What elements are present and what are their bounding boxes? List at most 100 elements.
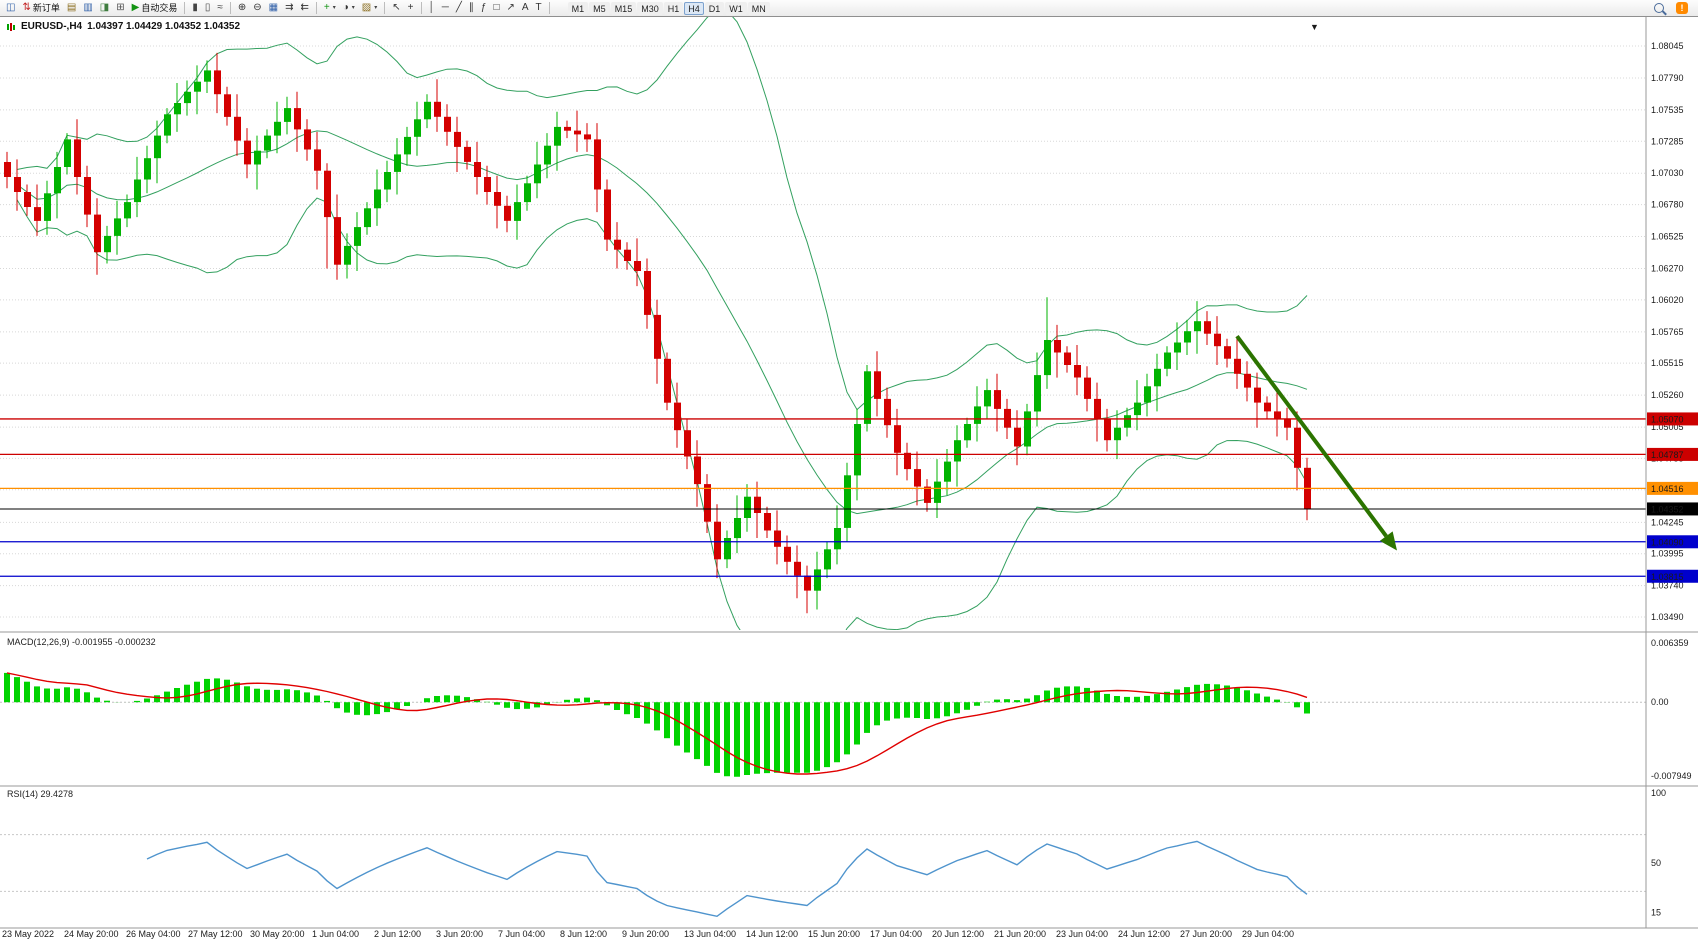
svg-text:1.04090: 1.04090: [1651, 537, 1684, 547]
new-order-button-label: 新订单: [32, 3, 60, 13]
templates-button[interactable]: ▨ ▾: [359, 1, 380, 15]
timeframe-W1[interactable]: W1: [725, 1, 747, 15]
data-window-button[interactable]: ◨: [97, 1, 112, 15]
toolbar-right-group: !: [1651, 1, 1695, 15]
fibonacci-icon: ƒ: [480, 2, 487, 13]
svg-text:1.05005: 1.05005: [1651, 422, 1684, 432]
level-lines[interactable]: [0, 418, 1646, 577]
navigator-button[interactable]: ⊞: [113, 1, 127, 15]
toolbar-separator: [548, 2, 550, 14]
symbol-period-label: EURUSD-,H4: [21, 21, 83, 32]
timeframe-M30[interactable]: M30: [637, 1, 663, 15]
svg-text:15: 15: [1651, 908, 1661, 918]
svg-text:1.03740: 1.03740: [1651, 581, 1684, 591]
text-label-button[interactable]: T: [533, 1, 545, 15]
crosshair-button[interactable]: +: [405, 1, 417, 15]
timeframe-M1[interactable]: M1: [567, 1, 589, 15]
svg-text:24 May 20:00: 24 May 20:00: [64, 929, 119, 939]
trendline-icon: ╱: [455, 2, 462, 13]
autotrade-button[interactable]: ▶ 自动交易: [129, 1, 181, 15]
svg-text:1.03995: 1.03995: [1651, 549, 1684, 559]
arrows-icon: ↗: [506, 2, 515, 13]
toolbar-separator: [315, 2, 317, 14]
svg-text:9 Jun 20:00: 9 Jun 20:00: [622, 929, 669, 939]
zoom-in-button[interactable]: ⊕: [235, 1, 249, 15]
timeframe-MN[interactable]: MN: [747, 1, 770, 15]
svg-text:1.06525: 1.06525: [1651, 232, 1684, 242]
zoom-out-button[interactable]: ⊖: [250, 1, 264, 15]
svg-text:1.07285: 1.07285: [1651, 136, 1684, 146]
vertical-line-icon: │: [428, 2, 435, 13]
shapes-button[interactable]: □: [490, 1, 502, 15]
terminal-icon-button[interactable]: ◫: [3, 1, 18, 15]
svg-text:7 Jun 04:00: 7 Jun 04:00: [498, 929, 545, 939]
cursor-button[interactable]: ↖: [389, 1, 403, 15]
auto-scroll-button[interactable]: ⇉: [282, 1, 296, 15]
navigator-icon: ⊞: [116, 2, 125, 13]
trendline-button[interactable]: ╱: [453, 1, 465, 15]
line-chart-type-button[interactable]: ≈: [214, 1, 226, 15]
chart-shift-marker[interactable]: ▼: [1310, 22, 1319, 32]
svg-text:15 Jun 20:00: 15 Jun 20:00: [808, 929, 860, 939]
macd-label: MACD(12,26,9) -0.001955 -0.000232: [7, 637, 156, 647]
price-axis-labels[interactable]: 1.08045 1.07790 1.07535 1.07285 1.07030 1.067…: [1651, 41, 1684, 622]
timeframe-M5[interactable]: M5: [589, 1, 610, 15]
bar-chart-type-button[interactable]: ▮: [189, 1, 201, 15]
svg-text:3 Jun 20:00: 3 Jun 20:00: [436, 929, 483, 939]
timeframe-toolbar: M1 M5 M15 M30 H1 H4 D1 W1 MN: [567, 1, 770, 15]
price-tags: 1.05070 1.04787 1.04516 1.04352 1.04090 1.038…: [1647, 412, 1698, 583]
market-watch-button[interactable]: ▥: [80, 1, 95, 15]
vertical-line-button[interactable]: │: [426, 1, 438, 15]
chart-shift-icon: ⇇: [300, 2, 309, 13]
shapes-icon: □: [493, 2, 500, 13]
tile-windows-button[interactable]: ▦: [266, 1, 281, 15]
timeframe-H4[interactable]: H4: [684, 1, 704, 15]
svg-text:20 Jun 12:00: 20 Jun 12:00: [932, 929, 984, 939]
search-button[interactable]: [1651, 1, 1667, 15]
text-button[interactable]: A: [519, 1, 532, 15]
horizontal-line-button[interactable]: ─: [439, 1, 452, 15]
ohlc-values: 1.04397 1.04429 1.04352 1.04352: [87, 21, 241, 32]
chart-profiles-icon: ▤: [66, 2, 77, 13]
svg-text:27 May 12:00: 27 May 12:00: [188, 929, 243, 939]
channel-button[interactable]: ∥: [466, 1, 477, 15]
chevron-down-icon: ▾: [351, 5, 355, 11]
timeframe-M15[interactable]: M15: [610, 1, 637, 15]
chart-shift-button[interactable]: ⇇: [297, 1, 311, 15]
autotrade-button-label: 自动交易: [141, 3, 178, 13]
indicators-button[interactable]: + ▾: [321, 1, 339, 15]
market-watch-icon: ▥: [83, 2, 93, 13]
alerts-button[interactable]: !: [1673, 1, 1691, 15]
toolbar-separator: [420, 2, 422, 14]
bar-chart-type-icon: ▮: [192, 2, 198, 13]
svg-text:1.05515: 1.05515: [1651, 358, 1684, 368]
trend-arrow[interactable]: [1235, 335, 1397, 551]
time-axis-labels[interactable]: 23 May 2022 24 May 20:00 26 May 04:00 27 Ma…: [2, 929, 1294, 939]
new-order-button[interactable]: ⇅ 新订单: [19, 1, 62, 15]
search-icon: [1654, 3, 1664, 13]
candle-chart-type-button[interactable]: ▯: [202, 1, 214, 15]
candles: [4, 52, 1311, 614]
fibonacci-button[interactable]: ƒ: [478, 1, 490, 15]
svg-text:1.07535: 1.07535: [1651, 105, 1684, 115]
timeframe-H1[interactable]: H1: [663, 1, 684, 15]
indicators-icon: +: [323, 2, 330, 13]
text-label-icon: T: [535, 2, 542, 13]
timeframe-D1[interactable]: D1: [704, 1, 725, 15]
svg-text:-0.007949: -0.007949: [1651, 771, 1692, 781]
svg-text:1.05070: 1.05070: [1651, 414, 1684, 424]
chart-profiles-button[interactable]: ▤: [64, 1, 79, 15]
toolbar: ◫ ⇅ 新订单 ▤ ▥ ◨ ⊞ ▶ 自动交易 ▮ ▯ ≈ ⊕ ⊖ ▦ ⇉ ⇇ + ▾ ◑ ▾ ▨ ▾ ↖ + │ ─ ╱ ∥ ƒ □ ↗ A T M…: [0, 0, 1698, 17]
periods-button[interactable]: ◑ ▾: [340, 1, 358, 15]
arrows-button[interactable]: ↗: [503, 1, 517, 15]
templates-icon: ▨: [361, 2, 372, 13]
data-window-icon: ◨: [99, 2, 110, 13]
svg-text:23 Jun 04:00: 23 Jun 04:00: [1056, 929, 1108, 939]
candle-chart-type-icon: ▯: [204, 2, 211, 13]
svg-text:50: 50: [1651, 858, 1661, 868]
svg-text:8 Jun 12:00: 8 Jun 12:00: [560, 929, 607, 939]
svg-text:0.00: 0.00: [1651, 697, 1669, 707]
autotrade-icon: ▶: [131, 2, 140, 13]
